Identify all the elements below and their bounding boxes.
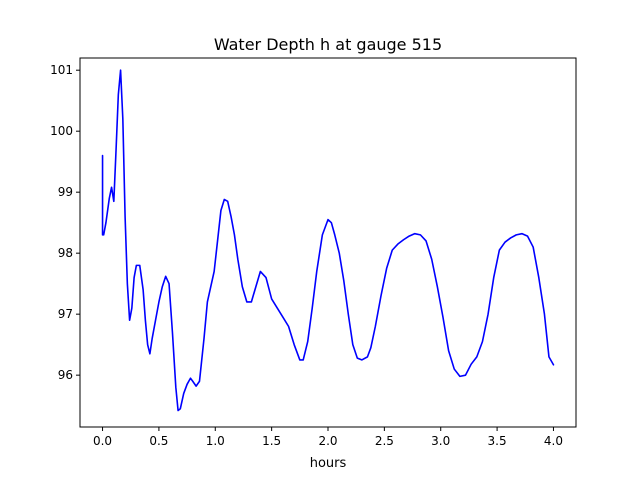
plot-frame	[79, 57, 577, 428]
y-tick-label: 96	[58, 368, 73, 382]
x-axis-ticks: 0.0 0.5 1.0 1.5 2.0 2.5 3.0 3.5 4.0	[93, 427, 563, 448]
x-tick-label: 4.0	[544, 434, 563, 448]
x-tick-label: 1.0	[206, 434, 225, 448]
x-tick-label: 2.0	[318, 434, 337, 448]
x-tick-label: 2.5	[375, 434, 394, 448]
y-tick-label: 99	[58, 185, 73, 199]
y-tick-label: 100	[50, 124, 73, 138]
x-tick-label: 0.5	[149, 434, 168, 448]
y-axis-ticks: 96 97 98 99 100 101	[50, 63, 80, 382]
series-line-0	[101, 69, 555, 412]
series-layer	[101, 69, 555, 412]
x-tick-label: 3.0	[431, 434, 450, 448]
y-tick-label: 101	[50, 63, 73, 77]
x-axis-label: hours	[310, 456, 347, 471]
chart-title: Water Depth h at gauge 515	[214, 35, 442, 54]
y-tick-label: 98	[58, 246, 73, 260]
x-tick-label: 0.0	[93, 434, 112, 448]
x-tick-label: 1.5	[262, 434, 281, 448]
y-tick-label: 97	[58, 307, 73, 321]
x-tick-label: 3.5	[488, 434, 507, 448]
